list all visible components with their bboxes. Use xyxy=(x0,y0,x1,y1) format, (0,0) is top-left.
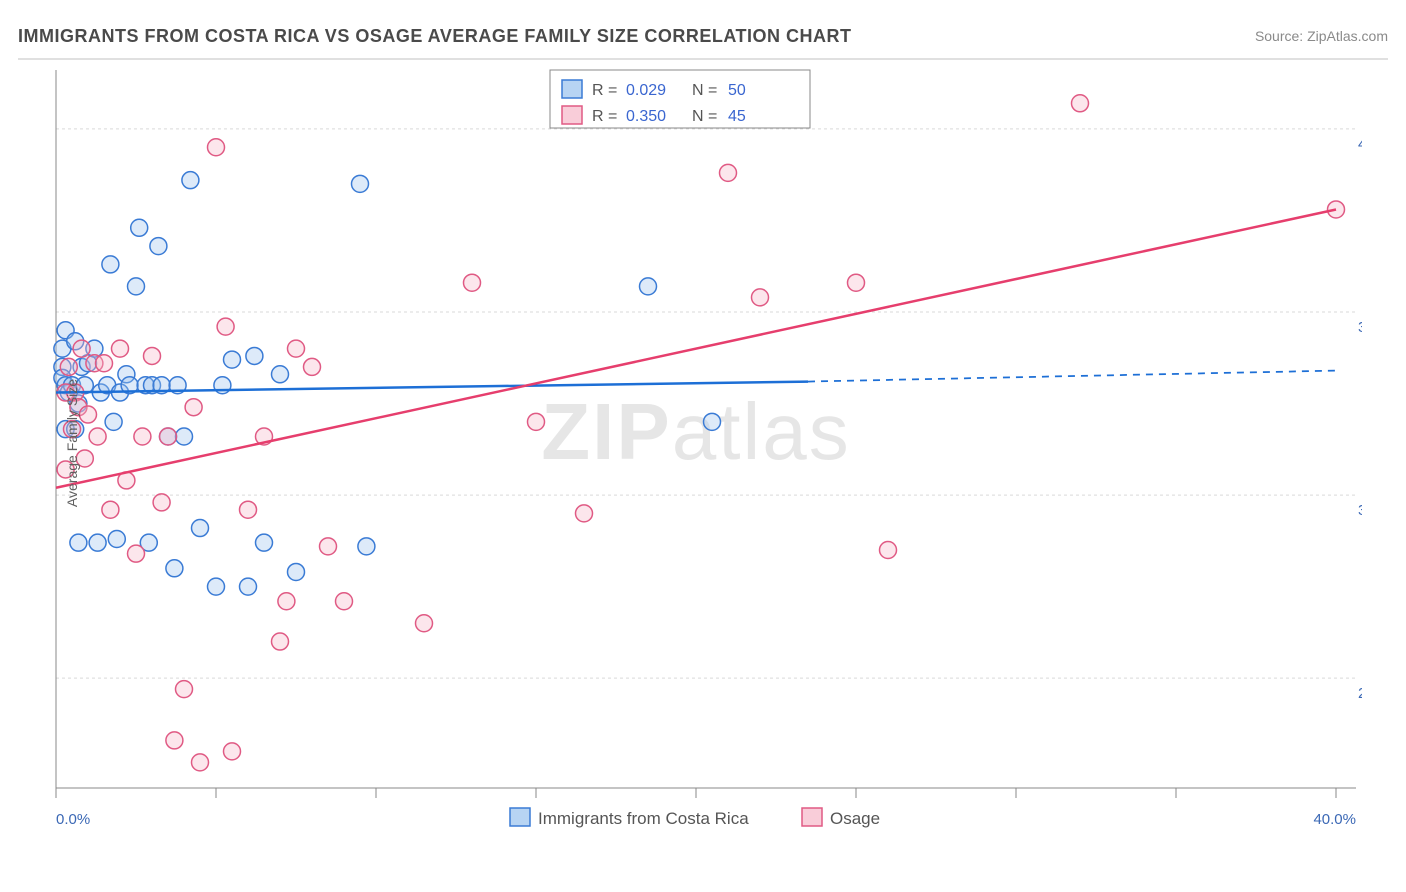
legend-swatch xyxy=(510,808,530,826)
scatter-point xyxy=(278,593,295,610)
svg-text:N =: N = xyxy=(692,82,717,99)
chart-title: IMMIGRANTS FROM COSTA RICA VS OSAGE AVER… xyxy=(18,26,852,47)
scatter-point xyxy=(166,732,183,749)
legend-swatch xyxy=(562,106,582,124)
scatter-point xyxy=(128,545,145,562)
scatter-point xyxy=(704,413,721,430)
legend-label: Immigrants from Costa Rica xyxy=(538,809,749,828)
scatter-point xyxy=(166,560,183,577)
scatter-point xyxy=(192,520,209,537)
scatter-point xyxy=(131,219,148,236)
trend-line-extrapolated xyxy=(808,371,1336,382)
scatter-point xyxy=(150,238,167,255)
scatter-point xyxy=(185,399,202,416)
scatter-point xyxy=(96,355,113,372)
scatter-point xyxy=(89,534,106,551)
scatter-point xyxy=(1072,95,1089,112)
scatter-point xyxy=(224,351,241,368)
scatter-point xyxy=(528,413,545,430)
scatter-point xyxy=(134,428,151,445)
scatter-point xyxy=(153,494,170,511)
scatter-point xyxy=(358,538,375,555)
scatter-point xyxy=(89,428,106,445)
scatter-point xyxy=(272,366,289,383)
scatter-point xyxy=(240,501,257,518)
scatter-point xyxy=(70,534,87,551)
scatter-point xyxy=(288,563,305,580)
svg-text:R =: R = xyxy=(592,108,617,125)
chart-header: IMMIGRANTS FROM COSTA RICA VS OSAGE AVER… xyxy=(18,14,1388,60)
scatter-point xyxy=(752,289,769,306)
scatter-point xyxy=(73,340,90,357)
y-axis-title: Average Family Size xyxy=(64,379,80,507)
svg-text:50: 50 xyxy=(728,82,746,99)
svg-text:3.50: 3.50 xyxy=(1358,319,1362,336)
scatter-point xyxy=(182,172,199,189)
svg-text:4.00: 4.00 xyxy=(1358,136,1362,153)
scatter-point xyxy=(304,358,321,375)
svg-text:3.00: 3.00 xyxy=(1358,502,1362,519)
legend-top xyxy=(550,70,810,128)
svg-text:N =: N = xyxy=(692,108,717,125)
x-axis-max-label: 40.0% xyxy=(1313,811,1356,828)
svg-text:45: 45 xyxy=(728,108,746,125)
scatter-point xyxy=(208,139,225,156)
scatter-point xyxy=(144,347,161,364)
scatter-point xyxy=(176,428,193,445)
scatter-point xyxy=(464,274,481,291)
scatter-point xyxy=(848,274,865,291)
scatter-point xyxy=(208,578,225,595)
scatter-point xyxy=(128,278,145,295)
scatter-point xyxy=(336,593,353,610)
scatter-point xyxy=(102,501,119,518)
scatter-point xyxy=(416,615,433,632)
svg-text:0.350: 0.350 xyxy=(626,108,666,125)
svg-text:R =: R = xyxy=(592,82,617,99)
scatter-point xyxy=(60,358,77,375)
scatter-point xyxy=(108,531,125,548)
chart-svg: 2.50 3.00 3.50 4.00 ZIPatlas R = 0.029 N = 50 R =… xyxy=(50,68,1362,858)
x-axis-min-label: 0.0% xyxy=(56,811,90,828)
chart-container: IMMIGRANTS FROM COSTA RICA VS OSAGE AVER… xyxy=(0,0,1406,892)
scatter-point xyxy=(352,175,369,192)
scatter-point xyxy=(176,681,193,698)
svg-text:ZIPatlas: ZIPatlas xyxy=(541,387,850,476)
scatter-point xyxy=(640,278,657,295)
scatter-point xyxy=(217,318,234,335)
scatter-point xyxy=(112,340,129,357)
scatter-point xyxy=(576,505,593,522)
scatter-point xyxy=(288,340,305,357)
scatter-point xyxy=(105,413,122,430)
svg-text:2.50: 2.50 xyxy=(1358,685,1362,702)
scatter-point xyxy=(256,534,273,551)
scatter-point xyxy=(720,164,737,181)
legend-swatch xyxy=(802,808,822,826)
legend-swatch xyxy=(562,80,582,98)
scatter-point xyxy=(102,256,119,273)
scatter-point xyxy=(192,754,209,771)
plot-area: 2.50 3.00 3.50 4.00 ZIPatlas R = 0.029 N = 50 R =… xyxy=(50,68,1362,818)
svg-text:0.029: 0.029 xyxy=(626,82,666,99)
scatter-point xyxy=(240,578,257,595)
scatter-point xyxy=(320,538,337,555)
legend-label: Osage xyxy=(830,809,880,828)
scatter-point xyxy=(80,406,97,423)
scatter-point xyxy=(160,428,177,445)
scatter-point xyxy=(224,743,241,760)
chart-source: Source: ZipAtlas.com xyxy=(1255,28,1388,44)
scatter-point xyxy=(880,542,897,559)
scatter-point xyxy=(246,347,263,364)
scatter-point xyxy=(272,633,289,650)
